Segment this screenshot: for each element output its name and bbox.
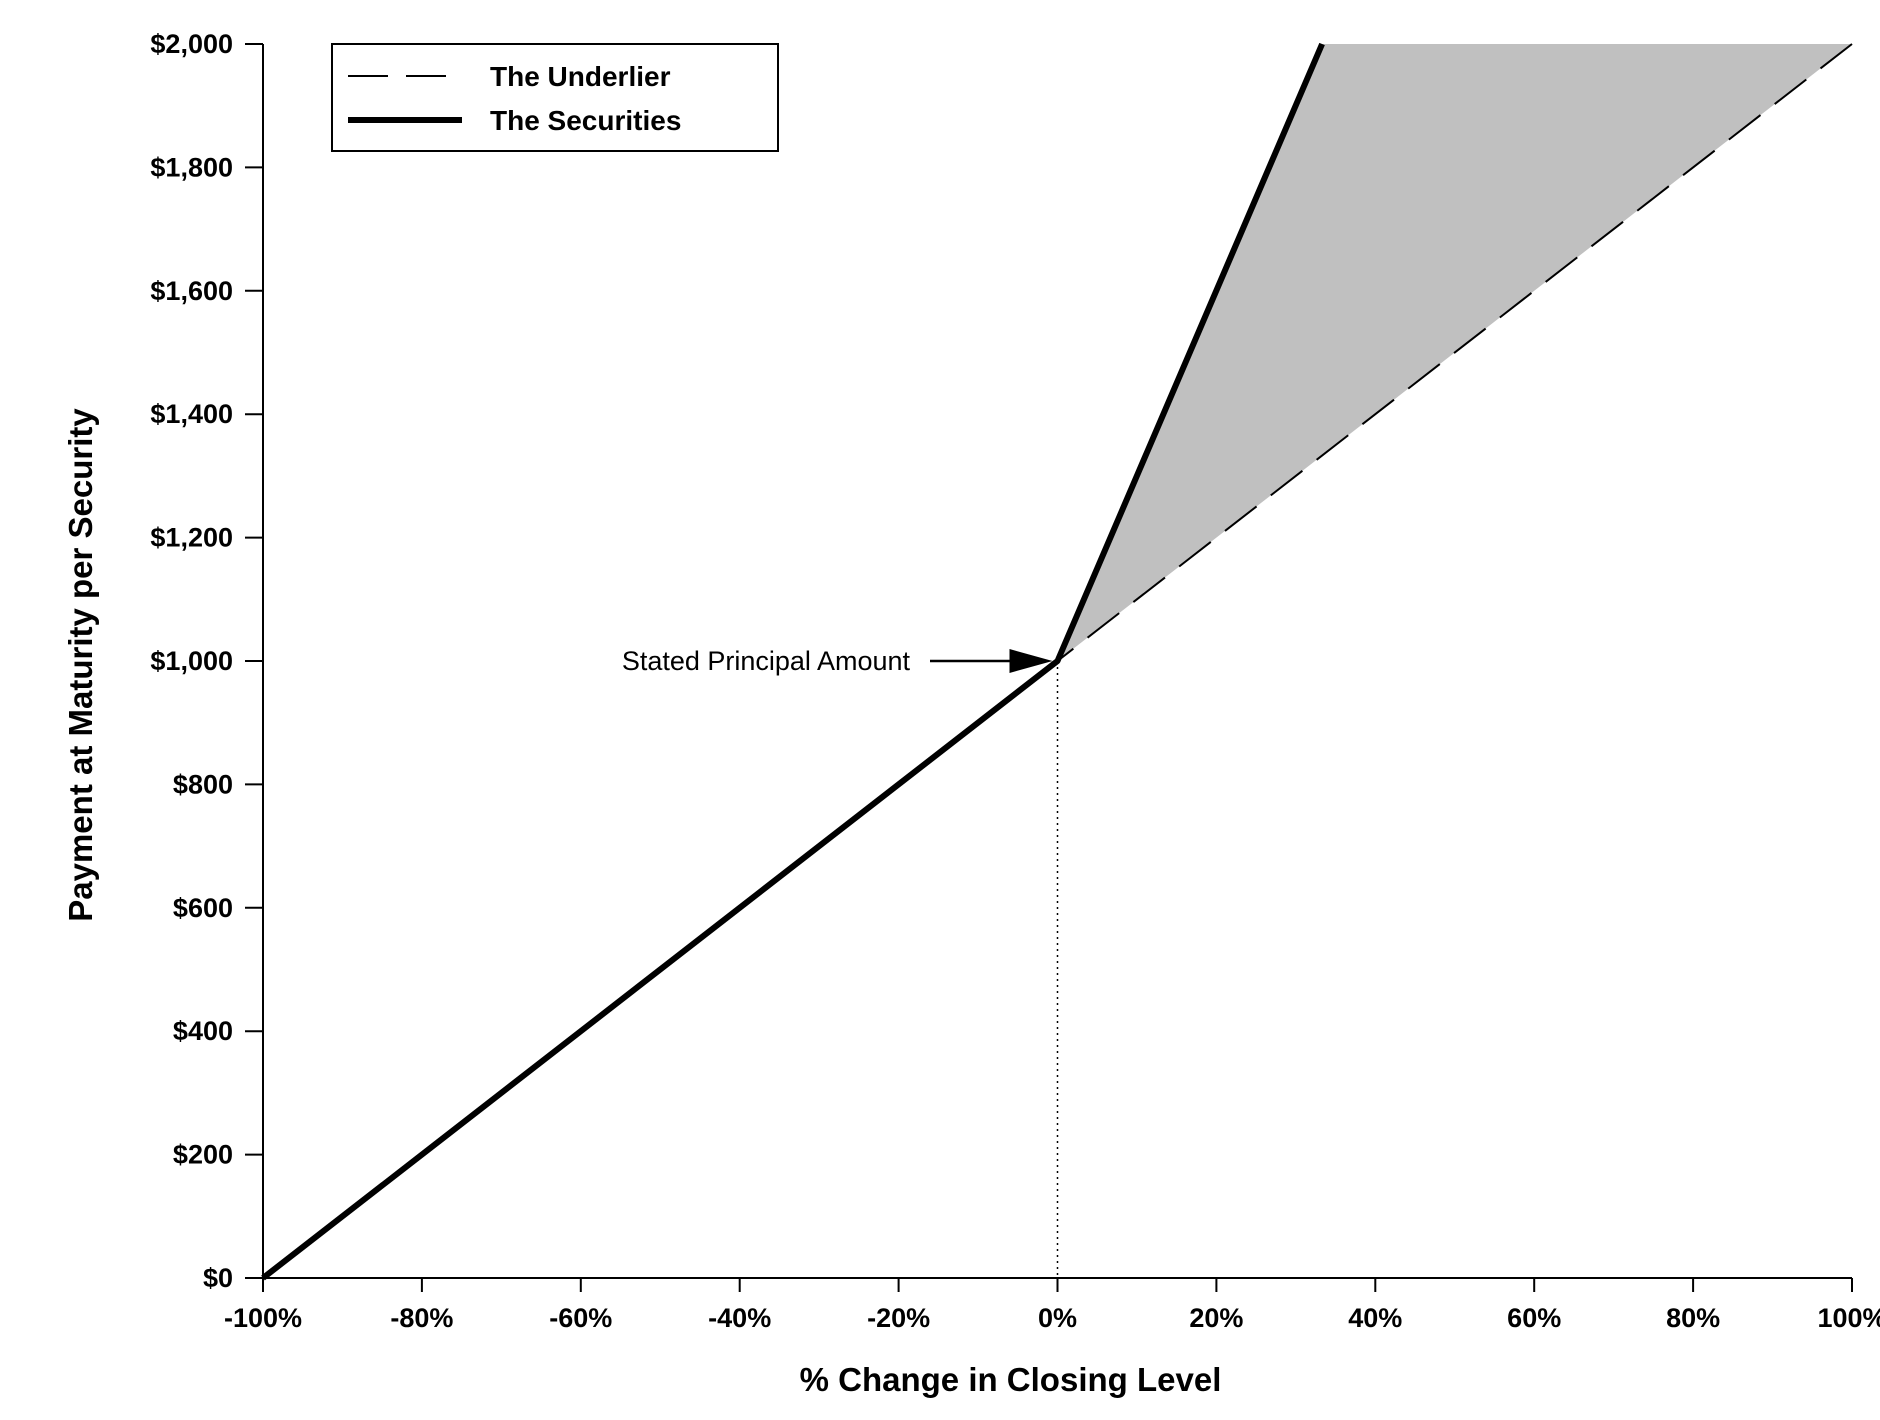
x-tick-label: -100% bbox=[224, 1303, 302, 1333]
annotation-label: Stated Principal Amount bbox=[622, 646, 911, 676]
y-tick-label: $1,000 bbox=[150, 646, 233, 676]
y-tick-label: $2,000 bbox=[150, 29, 233, 59]
series-line-securities bbox=[261, 42, 1325, 1281]
y-tick-label: $1,600 bbox=[150, 276, 233, 306]
y-tick-label: $1,200 bbox=[150, 523, 233, 553]
legend-label-securities: The Securities bbox=[490, 105, 681, 136]
x-tick-label: 100% bbox=[1817, 1303, 1880, 1333]
axes-layer: $0 $200 $400 $600 $800 $1,000 $1,200 $1,400 $1,6… bbox=[62, 29, 1880, 1398]
y-axis-title: Payment at Maturity per Security bbox=[62, 408, 99, 922]
x-tick-label: 40% bbox=[1348, 1303, 1402, 1333]
annotation-arrow-head bbox=[1009, 649, 1053, 673]
y-tick-label: $0 bbox=[203, 1263, 233, 1293]
x-tick-label: -80% bbox=[390, 1303, 453, 1333]
x-axis-title: % Change in Closing Level bbox=[800, 1361, 1222, 1398]
annotation-layer: Stated Principal Amount bbox=[622, 646, 1053, 676]
y-tick-label: $800 bbox=[173, 769, 233, 799]
x-tick-label: -40% bbox=[708, 1303, 771, 1333]
y-tick-label: $400 bbox=[173, 1016, 233, 1046]
x-tick-label: 60% bbox=[1507, 1303, 1561, 1333]
x-tick-label: -60% bbox=[549, 1303, 612, 1333]
legend-box bbox=[331, 43, 779, 152]
y-tick-label: $1,400 bbox=[150, 399, 233, 429]
y-tick-label: $200 bbox=[173, 1140, 233, 1170]
legend-label-underlier: The Underlier bbox=[490, 61, 671, 92]
legend: The Underlier The Securities bbox=[331, 43, 779, 152]
y-tick-label: $1,800 bbox=[150, 152, 233, 182]
series-layer bbox=[261, 42, 1853, 1281]
x-tick-label: 80% bbox=[1666, 1303, 1720, 1333]
y-tick-label: $600 bbox=[173, 893, 233, 923]
x-tick-label: -20% bbox=[867, 1303, 930, 1333]
x-tick-label: 0% bbox=[1038, 1303, 1077, 1333]
x-tick-label: 20% bbox=[1189, 1303, 1243, 1333]
